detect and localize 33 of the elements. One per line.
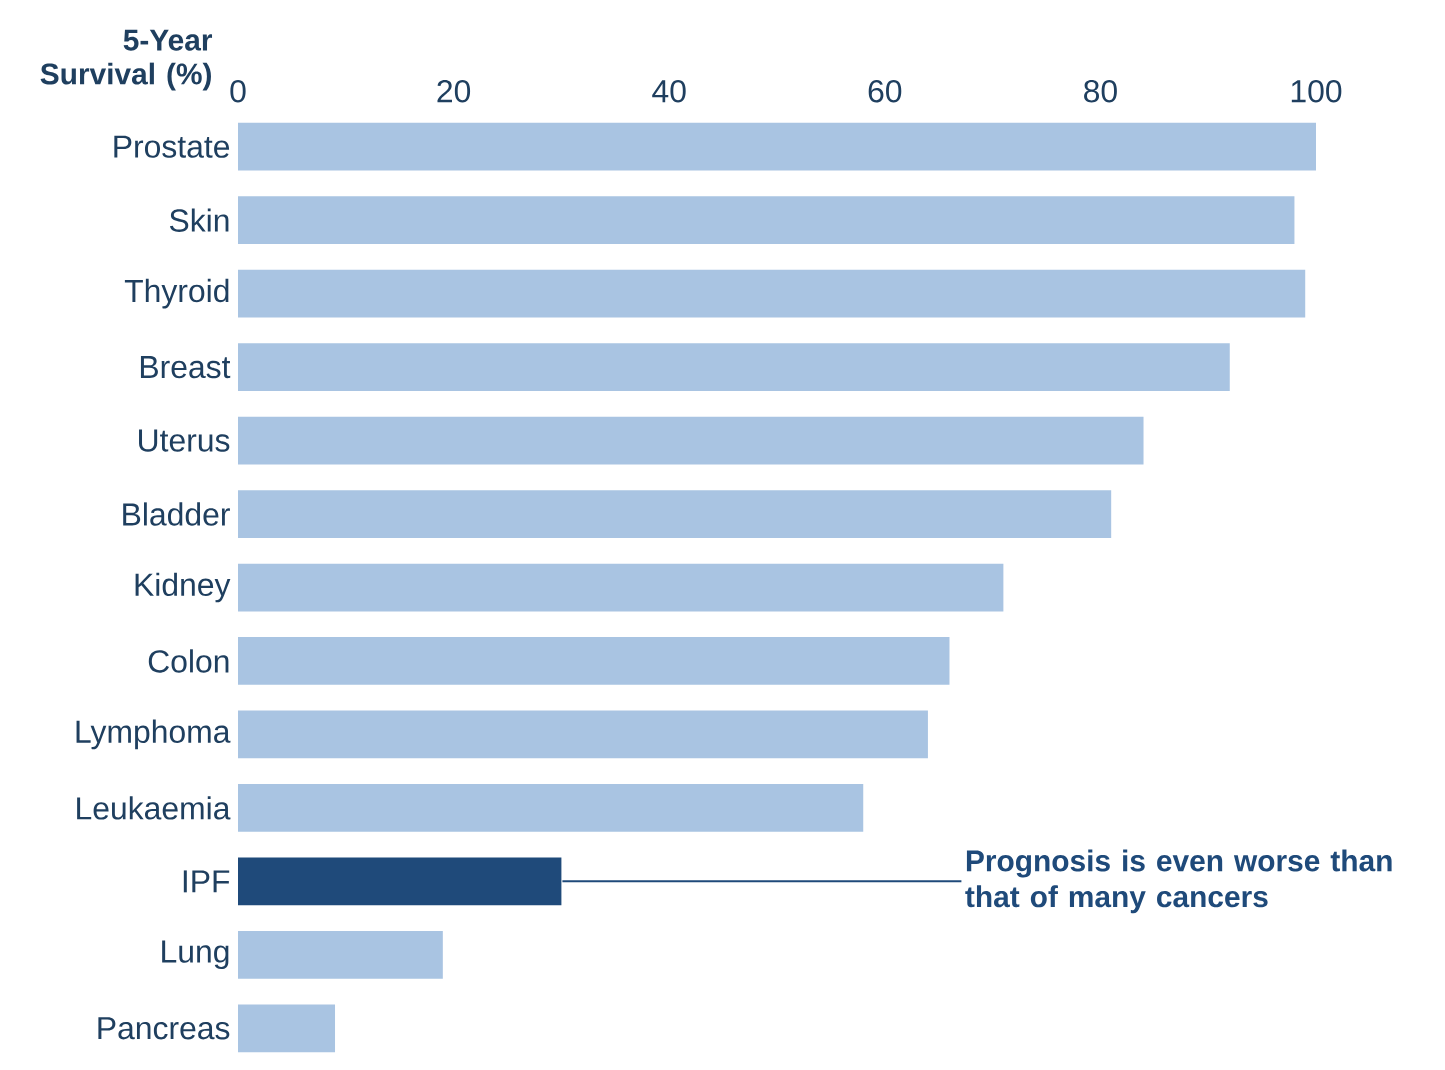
y-tick-label: Lung — [162, 940, 229, 970]
y-tick-label: Skin — [169, 208, 229, 232]
x-tick-label: 0 — [230, 79, 246, 103]
bar — [238, 196, 1295, 245]
y-tick-label: Thyroid — [124, 278, 229, 309]
bar — [238, 930, 443, 979]
bar — [238, 710, 928, 759]
bar — [238, 637, 950, 685]
y-tick-label: Pancreas — [98, 1017, 230, 1040]
y-tick-label: Kidney — [135, 572, 231, 603]
bar — [238, 122, 1316, 171]
y-tick-label: IPF — [183, 870, 230, 893]
bar — [238, 416, 1144, 465]
y-tick-label: Lymphoma — [76, 719, 231, 750]
x-tick-label: 60 — [868, 79, 902, 103]
x-tick-label: 40 — [652, 79, 686, 103]
y-tick-label: Leukaemia — [77, 796, 231, 820]
y-tick-label: Bladder — [123, 502, 230, 526]
bar — [238, 343, 1230, 392]
y-tick-label: Colon — [148, 649, 229, 673]
bar — [238, 490, 1112, 538]
x-tick-label: 80 — [1084, 79, 1117, 103]
x-tick-label: 100 — [1291, 79, 1342, 103]
bar — [238, 784, 864, 832]
annotation: Prognosis is even worse than that of many cancers — [965, 849, 1392, 914]
x-tick-label: 20 — [437, 79, 471, 103]
bar — [238, 269, 1306, 318]
y-tick-label: Uterus — [139, 429, 230, 452]
y-tick-label: Prostate — [114, 135, 230, 158]
x-axis-title: 5-Year Survival (%) — [40, 29, 213, 91]
bar — [238, 563, 1004, 612]
y-tick-label: Breast — [140, 356, 231, 379]
bar — [238, 1004, 336, 1053]
